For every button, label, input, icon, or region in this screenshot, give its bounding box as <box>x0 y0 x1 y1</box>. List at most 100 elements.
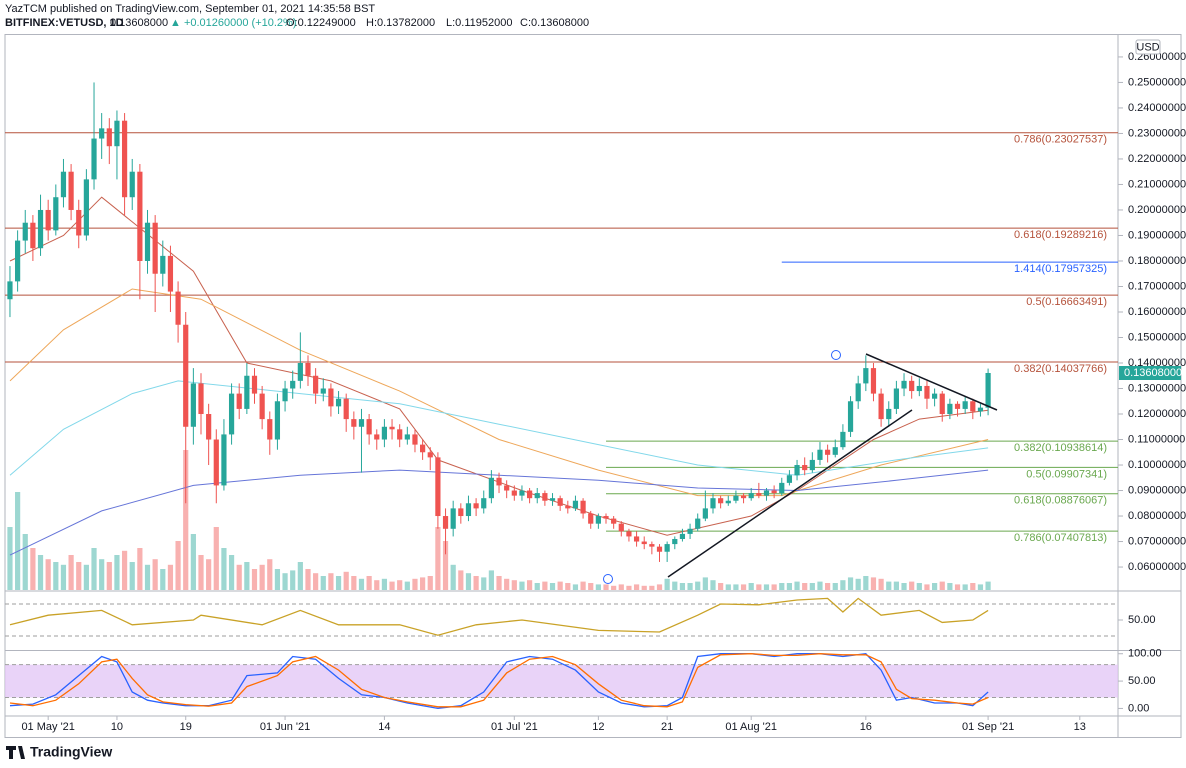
candle-body <box>588 513 594 524</box>
volume-bar <box>985 581 991 590</box>
volume-bar <box>672 581 678 590</box>
volume-bar <box>420 577 426 590</box>
volume-bar <box>817 581 823 590</box>
y-tick-label: 0.13000000 <box>1128 382 1186 394</box>
x-tick-label: 10 <box>111 721 123 733</box>
volume-bar <box>99 559 105 590</box>
candle-body <box>236 393 242 409</box>
candle-body <box>549 498 556 501</box>
candle-body <box>779 482 785 494</box>
candle-body <box>893 388 899 409</box>
high: H:0.13782000 <box>366 17 435 29</box>
volume-bar <box>962 584 968 590</box>
candle-body <box>817 449 823 460</box>
volume-bar <box>504 578 510 590</box>
candle-body <box>259 393 265 420</box>
candle-body <box>794 465 800 476</box>
candle-body <box>977 407 984 412</box>
volume-bar <box>611 585 617 590</box>
y-tick-label: 0.21000000 <box>1128 178 1186 190</box>
volume-bar <box>924 584 930 590</box>
volume-bar <box>465 573 472 590</box>
axes: 01 May '21 10 19 01 Jun '21 14 01 Jul '21 12 21… <box>21 51 1186 733</box>
trend-line <box>667 409 913 578</box>
volume-bar <box>267 559 273 590</box>
candle-body <box>412 434 418 445</box>
candle-body <box>611 518 617 524</box>
y-tick-label: 0.14000000 <box>1128 357 1186 369</box>
candle-body <box>985 372 991 408</box>
volume-bar <box>358 578 365 590</box>
candle-body <box>633 536 640 542</box>
candle-body <box>932 393 938 399</box>
candle-body <box>465 503 472 517</box>
candle-body <box>328 388 334 407</box>
x-tick-label: 01 Jun '21 <box>260 721 310 733</box>
volume-bar <box>977 584 984 590</box>
volume-bar <box>970 583 976 590</box>
candle-body <box>381 426 388 440</box>
candle-body <box>740 495 747 499</box>
candle-body <box>519 490 525 496</box>
volume-bar <box>886 581 892 590</box>
volume-bar <box>863 576 869 590</box>
volume-bar <box>725 584 731 590</box>
candle-body <box>656 546 663 552</box>
volume-bar <box>213 527 219 590</box>
volume-bar <box>244 562 250 590</box>
candle-body <box>855 383 861 402</box>
candle-body <box>458 508 464 517</box>
volume-bar <box>588 583 594 590</box>
candle-body <box>106 128 112 147</box>
candle-body <box>901 380 907 389</box>
volume-bar <box>771 584 777 590</box>
candle-body <box>167 255 174 292</box>
volume-bar <box>473 576 479 590</box>
candle-body <box>297 363 303 381</box>
volume-bar <box>702 577 708 590</box>
volume-bar <box>198 555 204 590</box>
trend-line <box>865 353 998 411</box>
fib-label: 0.618(0.08876067) <box>1014 495 1107 507</box>
candle-body <box>22 222 28 241</box>
volume-bar <box>633 584 640 590</box>
volume-bar <box>313 573 319 590</box>
volume-bar <box>794 581 800 590</box>
volume-bar <box>710 580 716 590</box>
candle-body <box>91 138 97 180</box>
x-tick-label: 19 <box>180 721 192 733</box>
volume-bar <box>565 583 571 590</box>
volume-bar <box>30 548 36 590</box>
candle-body <box>825 449 831 455</box>
candle-body <box>175 291 181 325</box>
volume-bar <box>870 577 877 590</box>
candle-body <box>83 179 89 236</box>
symbol: BITFINEX:VETUSD, 1D <box>5 17 124 29</box>
candle-body <box>45 209 51 231</box>
candle-body <box>710 498 716 509</box>
candle-body <box>374 434 380 440</box>
volume-bar <box>53 562 59 590</box>
indicator-line <box>9 653 989 710</box>
volume-bar <box>206 559 212 590</box>
volume-bar <box>137 548 143 590</box>
candle-body <box>718 498 724 504</box>
volume-bar <box>572 584 579 590</box>
candle-body <box>504 485 510 491</box>
last-price: 0.13608000 <box>1124 367 1182 379</box>
candle-body <box>534 493 540 499</box>
y-tick-label: 0.08000000 <box>1128 510 1186 522</box>
candle-body <box>526 490 533 499</box>
volume-bar <box>274 569 281 590</box>
y-tick-label: 0.23000000 <box>1128 127 1186 139</box>
candle-body <box>305 363 311 376</box>
candle-body <box>251 375 258 394</box>
volume-bar <box>664 578 670 590</box>
currency-box <box>1135 39 1161 55</box>
volume-bar <box>748 583 754 590</box>
close: C:0.13608000 <box>520 17 589 29</box>
volume-bar <box>740 584 747 590</box>
candle-body <box>473 503 479 509</box>
volume-bar <box>549 583 556 590</box>
